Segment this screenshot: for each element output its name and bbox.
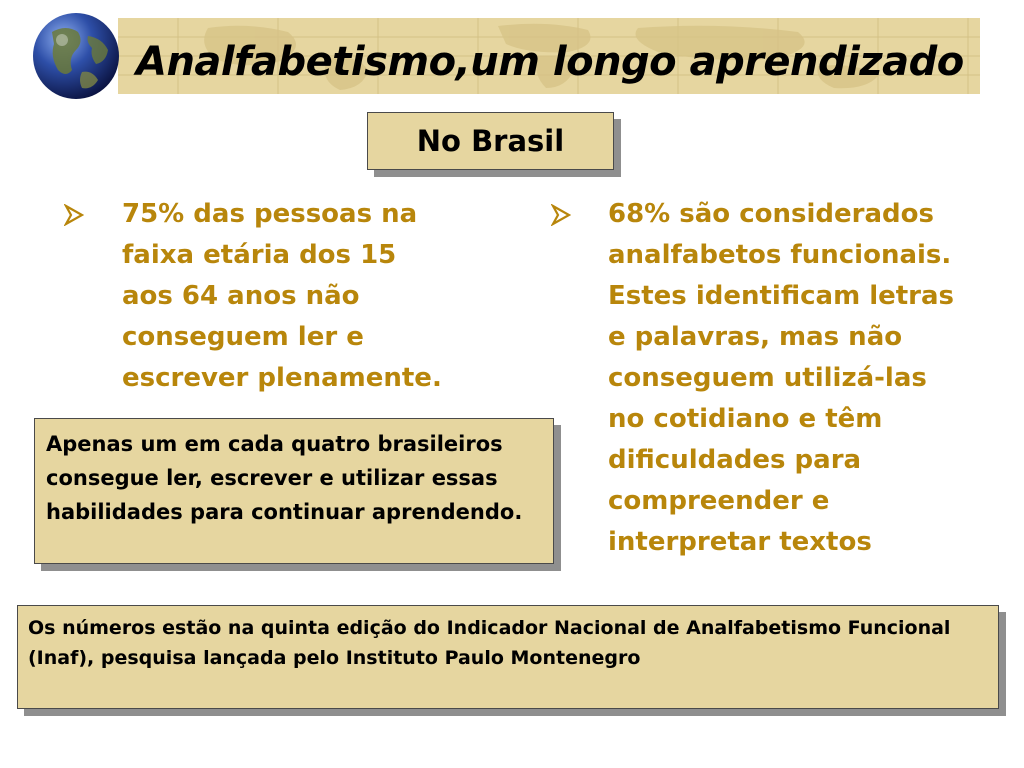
source-box: Os números estão na quinta edição do Ind… [17,605,999,709]
subtitle-box: No Brasil [367,112,614,170]
arrow-bullet-icon [551,204,571,226]
bullet-item-left: 75% das pessoas na faixa etária dos 15 a… [64,194,514,404]
title-banner [118,18,980,94]
bullet-item-right: 68% são considerados analfabetos funcion… [551,194,1021,564]
bullet-text: 68% são considerados analfabetos funcion… [608,199,955,557]
bullet-text: 75% das pessoas na faixa etária dos 15 a… [122,199,442,393]
map-texture [118,18,980,94]
page-title: Analfabetismo,um longo aprendizado [136,39,964,85]
quote-text: Apenas um em cada quatro brasileiros con… [46,432,523,524]
globe-icon [33,13,119,99]
quote-box: Apenas um em cada quatro brasileiros con… [34,418,554,564]
subtitle-label: No Brasil [416,124,565,158]
source-text: Os números estão na quinta edição do Ind… [28,617,951,669]
arrow-bullet-icon [64,204,84,226]
